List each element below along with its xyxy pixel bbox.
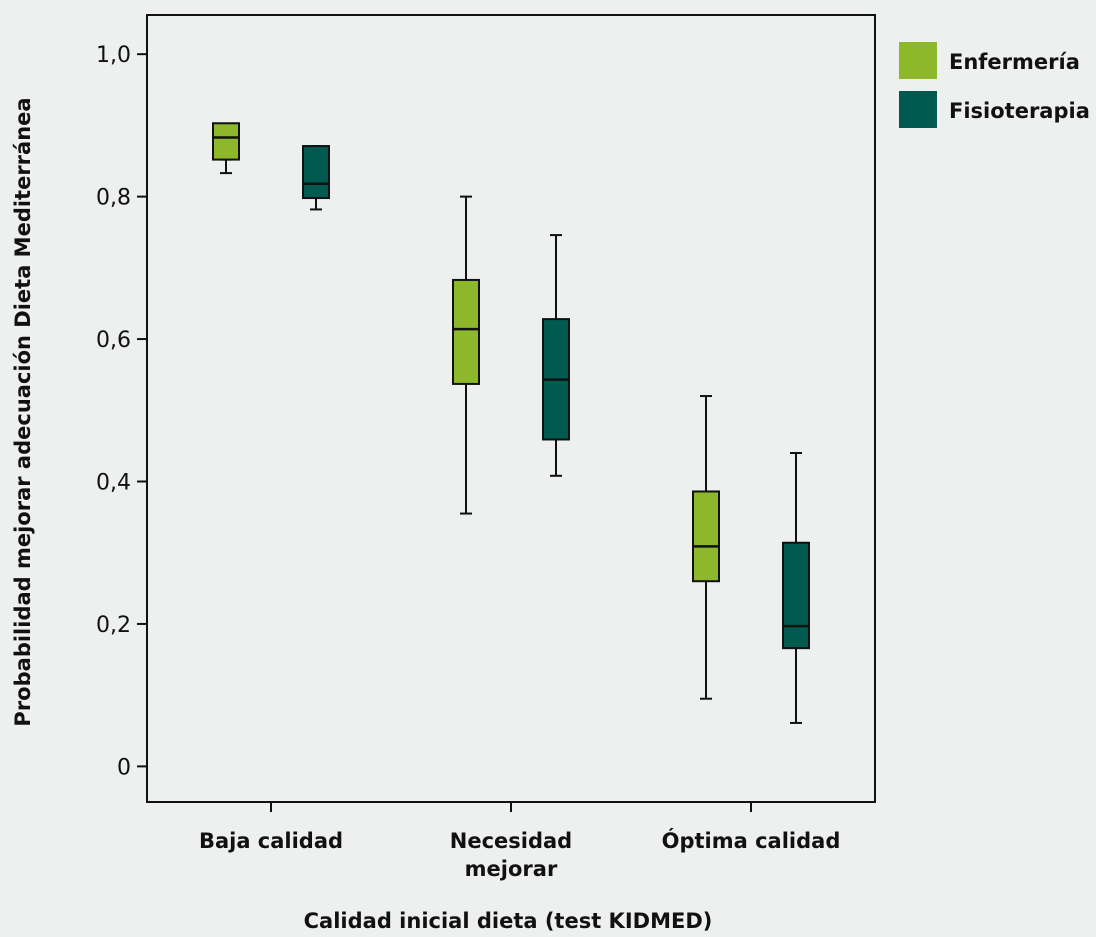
x-tick-label: Óptima calidad [662, 828, 841, 853]
legend-label: Enfermería [949, 50, 1080, 74]
x-axis-title: Calidad inicial dieta (test KIDMED) [304, 909, 713, 933]
box-1-2 [782, 452, 810, 724]
x-tick-label: mejorar [465, 857, 558, 881]
y-axis-title: Probabilidad mejorar adecuación Dieta Me… [11, 97, 35, 726]
legend-swatch [899, 91, 937, 128]
box-0-0 [212, 122, 240, 175]
legend-swatch [899, 42, 937, 79]
box-1-0 [302, 145, 330, 211]
plot-area [146, 14, 876, 803]
box-iqr [212, 122, 240, 161]
box-0-1 [452, 195, 480, 515]
legend-label: Fisioterapia [949, 99, 1090, 123]
legend: Enfermería Fisioterapia [899, 42, 1090, 128]
y-tick-label: 0,2 [96, 613, 131, 638]
y-tick-label: 0 [117, 755, 131, 780]
x-tick-label: Necesidad [450, 829, 572, 853]
box-1-1 [542, 234, 570, 477]
box-iqr [452, 278, 480, 385]
y-tick-label: 1,0 [96, 43, 131, 68]
box-iqr [782, 541, 810, 650]
box-iqr [302, 145, 330, 200]
y-axis: 0 0,2 0,4 0,6 0,8 1,0 [96, 43, 147, 780]
y-tick-label: 0,8 [96, 186, 131, 211]
box-group [212, 122, 810, 724]
y-tick-label: 0,4 [96, 471, 131, 496]
box-iqr [692, 490, 720, 583]
x-axis: Baja calidad Necesidad mejorar Óptima calid… [199, 802, 840, 881]
x-tick-label: Baja calidad [199, 829, 343, 853]
box-0-2 [692, 395, 720, 700]
y-tick-label: 0,6 [96, 328, 131, 353]
